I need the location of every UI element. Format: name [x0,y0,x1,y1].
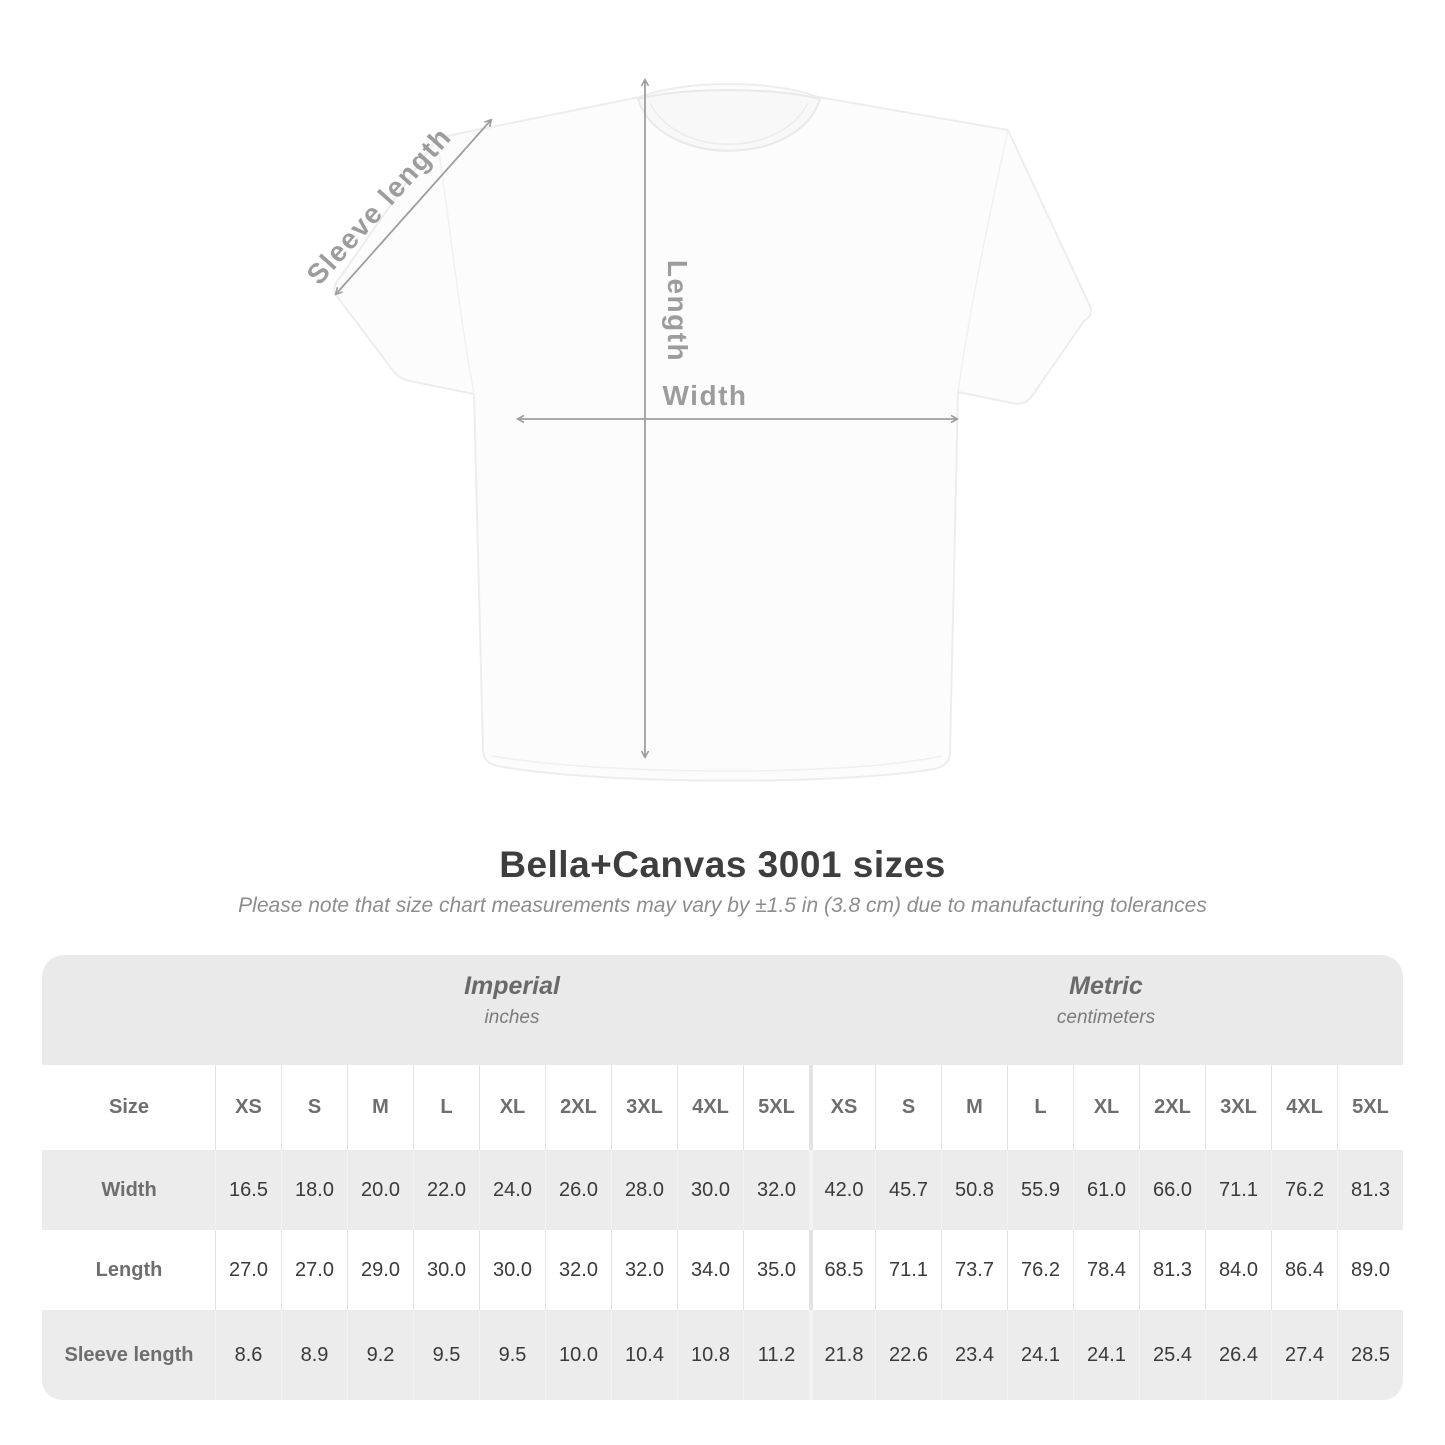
metric-header: Metric centimeters [809,972,1403,1029]
size-header: M [347,1065,413,1150]
value-cell: 16.5 [215,1150,281,1230]
size-header: L [413,1065,479,1150]
value-cell: 28.5 [1337,1310,1403,1400]
value-cell: 8.6 [215,1310,281,1400]
value-cell: 76.2 [1007,1230,1073,1310]
value-cell: 26.0 [545,1150,611,1230]
value-cell: 22.0 [413,1150,479,1230]
size-header: 2XL [545,1065,611,1150]
size-header: 3XL [1205,1065,1271,1150]
value-cell: 30.0 [677,1150,743,1230]
value-cell: 71.1 [1205,1150,1271,1230]
size-header: 4XL [1271,1065,1337,1150]
value-cell: 24.0 [479,1150,545,1230]
value-cell: 86.4 [1271,1230,1337,1310]
size-grid: Size XS S M L XL 2XL 3XL 4XL 5XL XS S M L XL 2XL 3XL 4XL 5… [42,1065,1403,1400]
value-cell: 30.0 [479,1230,545,1310]
row-label: Width [42,1150,215,1230]
size-header: XL [1073,1065,1139,1150]
value-cell: 89.0 [1337,1230,1403,1310]
length-label: Length [662,260,693,362]
size-header: 5XL [743,1065,809,1150]
size-header: 4XL [677,1065,743,1150]
value-cell: 66.0 [1139,1150,1205,1230]
size-header: XS [809,1065,875,1150]
value-cell: 29.0 [347,1230,413,1310]
value-cell: 27.4 [1271,1310,1337,1400]
value-cell: 9.5 [413,1310,479,1400]
imperial-unit-label: inches [484,1007,540,1028]
value-cell: 32.0 [545,1230,611,1310]
value-cell: 45.7 [875,1150,941,1230]
row-label: Sleeve length [42,1310,215,1400]
row-label: Length [42,1230,215,1310]
value-cell: 32.0 [743,1150,809,1230]
value-cell: 24.1 [1007,1310,1073,1400]
value-cell: 28.0 [611,1150,677,1230]
value-cell: 55.9 [1007,1150,1073,1230]
value-cell: 32.0 [611,1230,677,1310]
value-cell: 84.0 [1205,1230,1271,1310]
value-cell: 18.0 [281,1150,347,1230]
size-header: S [281,1065,347,1150]
value-cell: 68.5 [809,1230,875,1310]
size-header: 2XL [1139,1065,1205,1150]
page-title: Bella+Canvas 3001 sizes [499,844,946,885]
value-cell: 73.7 [941,1230,1007,1310]
value-cell: 26.4 [1205,1310,1271,1400]
imperial-header: Imperial inches [215,972,809,1029]
imperial-label: Imperial [464,972,560,1000]
size-header: XL [479,1065,545,1150]
value-cell: 8.9 [281,1310,347,1400]
size-header: S [875,1065,941,1150]
value-cell: 42.0 [809,1150,875,1230]
value-cell: 78.4 [1073,1230,1139,1310]
size-header: L [1007,1065,1073,1150]
value-cell: 61.0 [1073,1150,1139,1230]
value-cell: 76.2 [1271,1150,1337,1230]
size-table: Imperial inches Metric centimeters Size X… [42,955,1403,1400]
value-cell: 10.0 [545,1310,611,1400]
value-cell: 21.8 [809,1310,875,1400]
tshirt-measurement-diagram: Sleeve length Length Width [301,77,1093,782]
value-cell: 27.0 [281,1230,347,1310]
value-cell: 34.0 [677,1230,743,1310]
value-cell: 23.4 [941,1310,1007,1400]
size-header: XS [215,1065,281,1150]
width-label: Width [663,380,748,411]
sleeve-length-arrow [334,118,493,296]
value-cell: 10.4 [611,1310,677,1400]
metric-unit-label: centimeters [1056,1007,1156,1028]
value-cell: 25.4 [1139,1310,1205,1400]
tshirt-image [333,83,1093,782]
value-cell: 30.0 [413,1230,479,1310]
size-header: 5XL [1337,1065,1403,1150]
value-cell: 81.3 [1337,1150,1403,1230]
unit-header-band: Imperial inches Metric centimeters [42,955,1403,1065]
metric-label: Metric [1069,972,1143,1000]
value-cell: 11.2 [743,1310,809,1400]
value-cell: 24.1 [1073,1310,1139,1400]
tolerance-note: Please note that size chart measurements… [238,894,1207,917]
size-header: M [941,1065,1007,1150]
value-cell: 81.3 [1139,1230,1205,1310]
value-cell: 9.2 [347,1310,413,1400]
size-header: 3XL [611,1065,677,1150]
value-cell: 20.0 [347,1150,413,1230]
value-cell: 27.0 [215,1230,281,1310]
value-cell: 9.5 [479,1310,545,1400]
value-cell: 10.8 [677,1310,743,1400]
value-cell: 22.6 [875,1310,941,1400]
value-cell: 71.1 [875,1230,941,1310]
value-cell: 50.8 [941,1150,1007,1230]
size-column-header: Size [42,1065,215,1150]
value-cell: 35.0 [743,1230,809,1310]
